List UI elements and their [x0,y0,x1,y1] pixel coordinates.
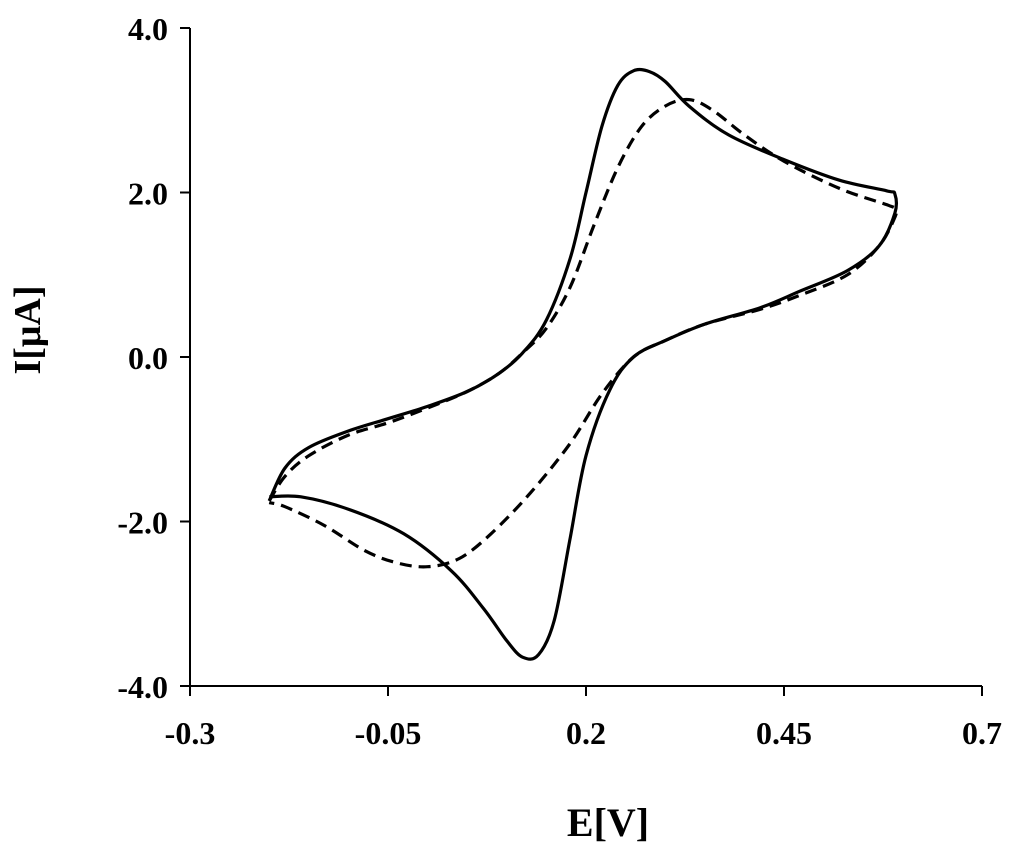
series-line-solid [267,67,898,661]
y-tick-label: -4.0 [117,669,168,705]
x-tick-label: -0.05 [355,715,422,751]
data-series [267,67,898,661]
x-axis-label: E[V] [567,800,649,845]
axes [180,27,983,696]
y-axis-label: I[μA] [7,285,49,374]
series-line-dashed [267,97,898,569]
y-tick-label: -2.0 [117,505,168,541]
x-tick-label: 0.2 [566,715,606,751]
x-tick-label: -0.3 [165,715,216,751]
y-tick-label: 2.0 [128,176,168,212]
y-tick-label: 4.0 [128,11,168,47]
y-tick-label: 0.0 [128,340,168,376]
x-tick-label: 0.7 [962,715,1002,751]
tick-labels: 4.0 2.0 0.0 -2.0 -4.0 -0.3 -0.05 0.2 0.45 0.7 [117,11,1002,751]
x-tick-label: 0.45 [756,715,812,751]
